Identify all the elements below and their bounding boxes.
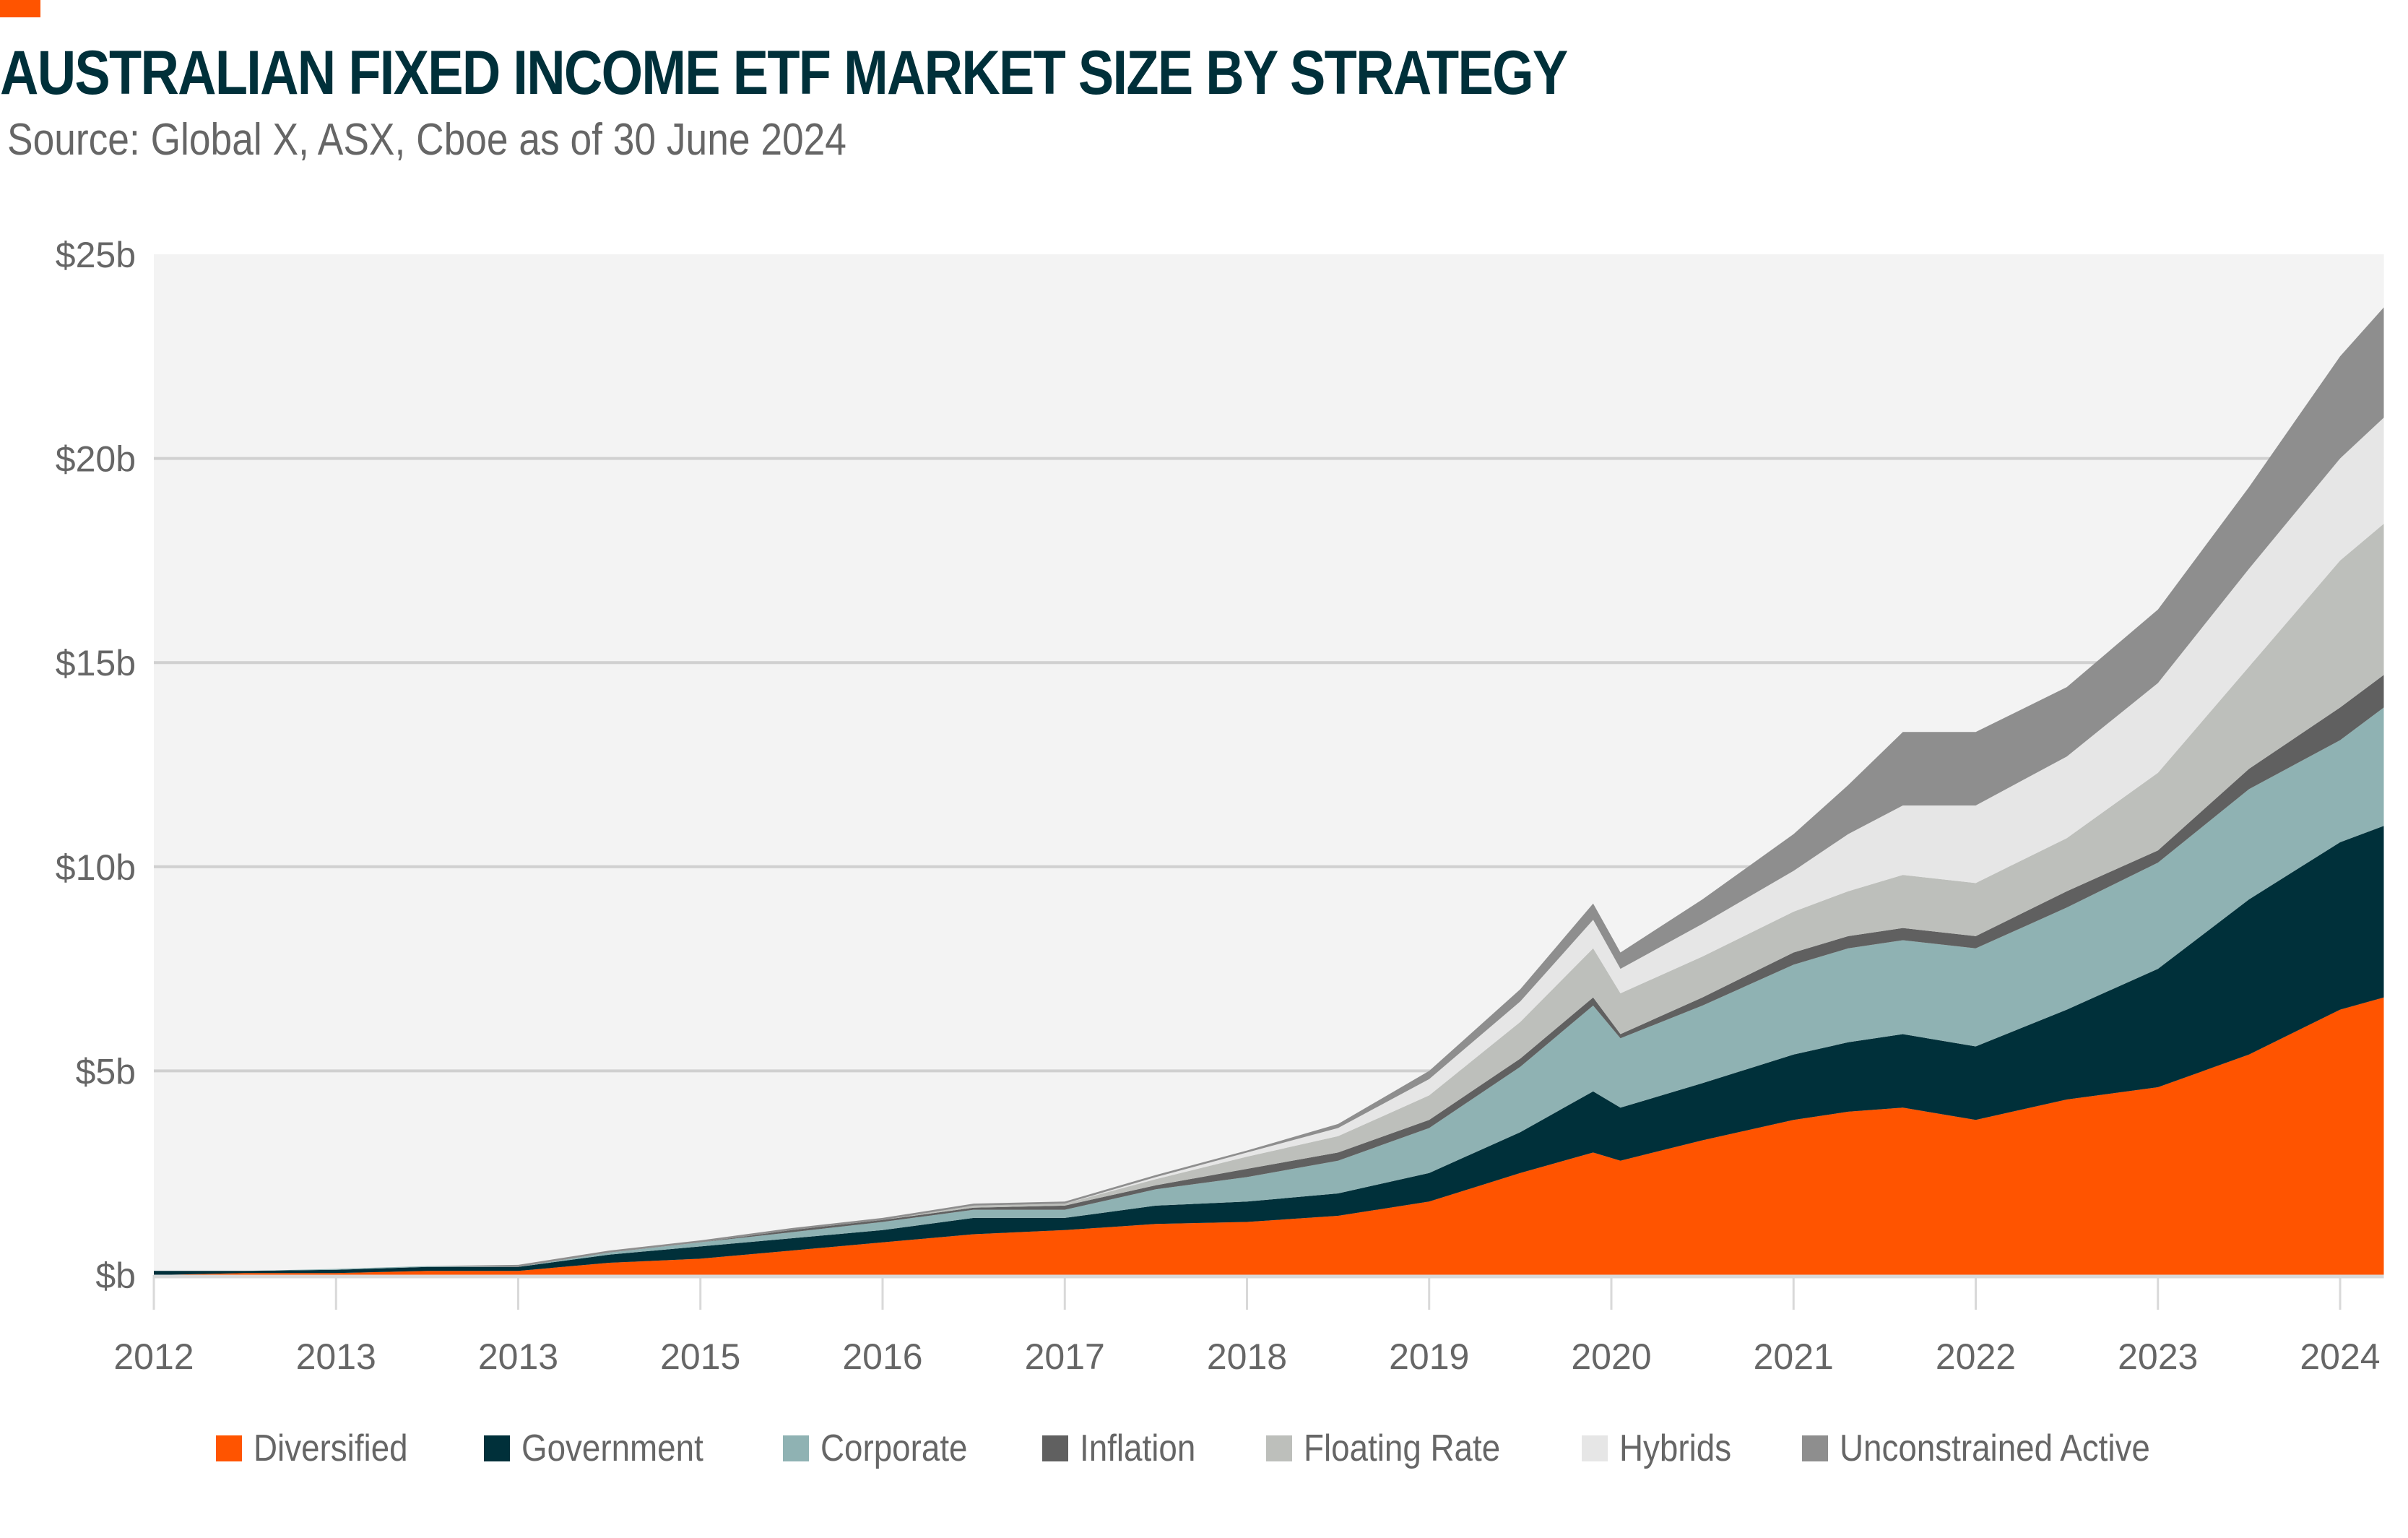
x-tick-label: 2019 [1389, 1336, 1469, 1377]
x-tick-label: 2018 [1207, 1336, 1287, 1377]
area-corporate [154, 707, 2384, 1271]
x-tick-label: 2022 [1936, 1336, 2016, 1377]
y-tick-label: $b [95, 1256, 136, 1296]
x-tick-label: 2017 [1025, 1336, 1105, 1377]
x-tick-label: 2023 [2118, 1336, 2198, 1377]
legend-label: Floating Rate [1304, 1427, 1501, 1469]
legend-label: Unconstrained Active [1839, 1427, 2150, 1469]
legend-swatch [1041, 1435, 1068, 1461]
y-tick-label: $15b [56, 643, 136, 683]
area-hybrids [154, 418, 2384, 1271]
legend-swatch [483, 1435, 510, 1461]
x-tick-label: 2016 [842, 1336, 922, 1377]
y-tick-label: $10b [56, 847, 136, 888]
stacked-areas [154, 307, 2384, 1275]
y-tick-label: $5b [76, 1051, 136, 1092]
legend-label: Government [521, 1427, 703, 1469]
legend-item-floating-rate: Floating Rate [1266, 1427, 1527, 1470]
x-tick-label: 2024 [2300, 1336, 2380, 1377]
legend-label: Corporate [820, 1427, 968, 1469]
legend-swatch [1582, 1435, 1608, 1461]
legend-label: Diversified [253, 1427, 408, 1469]
legend-item-unconstrained-active: Unconstrained Active [1801, 1427, 2193, 1470]
legend-label: Inflation [1079, 1427, 1196, 1469]
legend-swatch [1266, 1435, 1293, 1461]
legend-item-hybrids: Hybrids [1582, 1427, 1746, 1470]
x-tick-label: 2021 [1754, 1336, 1834, 1377]
legend-swatch [782, 1435, 809, 1461]
accent-bar [0, 0, 40, 17]
legend-item-diversified: Diversified [215, 1427, 429, 1470]
legend-label: Hybrids [1619, 1427, 1732, 1469]
legend: Diversified Government Corporate Inflation F… [0, 1427, 2408, 1470]
chart-title: AUSTRALIAN FIXED INCOME ETF MARKET SIZE … [0, 38, 1568, 108]
x-axis: 2012 2013 2013 2015 2016 2017 2018 2019 2020 2021… [113, 1274, 2384, 1377]
x-tick-label: 2015 [660, 1336, 740, 1377]
legend-swatch [1801, 1435, 1828, 1461]
y-axis: $b $5b $10b $15b $20b $25b [56, 235, 136, 1296]
area-floating-rate [154, 524, 2384, 1271]
x-tick-label: 2020 [1571, 1336, 1651, 1377]
y-tick-label: $25b [56, 235, 136, 275]
legend-item-inflation: Inflation [1041, 1427, 1211, 1470]
area-unconstrained-active [154, 307, 2384, 1271]
chart-subtitle: Source: Global X, ASX, Cboe as of 30 Jun… [7, 115, 846, 165]
x-tick-label: 2013 [296, 1336, 376, 1377]
area-government [154, 826, 2384, 1275]
x-tick-label: 2013 [478, 1336, 558, 1377]
y-tick-label: $20b [56, 439, 136, 480]
area-diversified [154, 997, 2384, 1275]
legend-item-corporate: Corporate [782, 1427, 987, 1470]
legend-swatch [215, 1435, 242, 1461]
x-tick-label: 2012 [113, 1336, 194, 1377]
legend-item-government: Government [483, 1427, 728, 1470]
